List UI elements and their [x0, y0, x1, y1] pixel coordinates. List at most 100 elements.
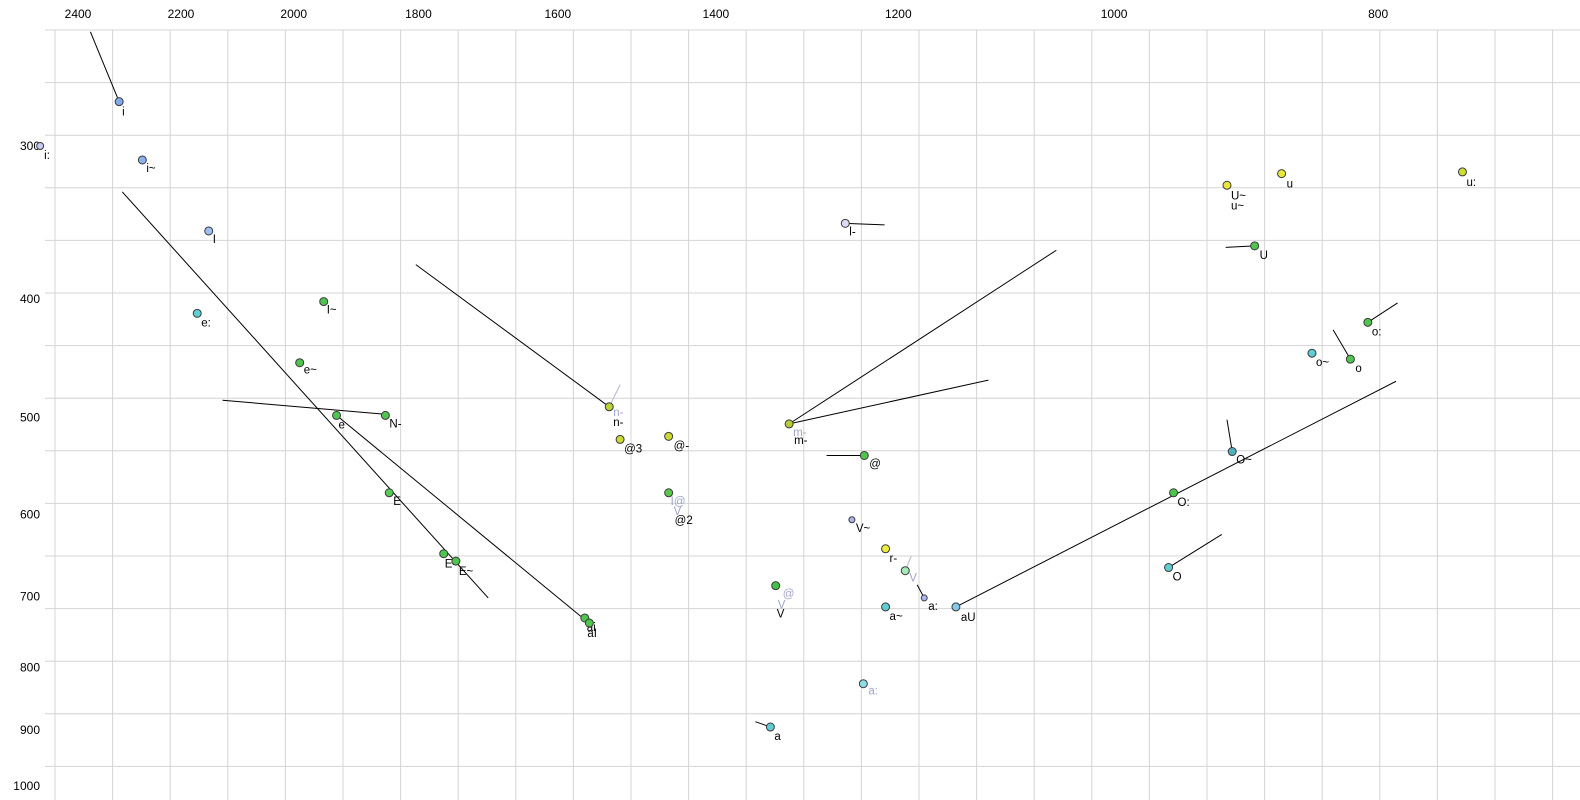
- y-axis-tick-label: 500: [20, 411, 40, 425]
- data-line: [121, 191, 489, 599]
- point-label-cap-e: E: [393, 496, 401, 508]
- x-axis-tick-label: 1600: [544, 7, 571, 21]
- point-label-i-schwa: I@: [671, 496, 686, 508]
- data-line: [1332, 329, 1351, 360]
- point-label-cap-u: U: [1260, 250, 1268, 262]
- data-point-e-nasal[interactable]: [295, 358, 305, 368]
- point-label-a-nasal: a~: [890, 611, 903, 623]
- point-label-a-cap-i: aI: [587, 628, 597, 640]
- data-point-a-cap-i[interactable]: [584, 618, 594, 628]
- data-point-u-long[interactable]: [1457, 167, 1467, 177]
- data-line: [336, 415, 587, 622]
- point-label-e-nasal: e~: [304, 365, 317, 377]
- point-label-v-gray: V: [909, 573, 917, 585]
- data-point-cap-u-nasal[interactable]: [1222, 180, 1232, 190]
- data-line: [845, 222, 885, 226]
- data-point-cap-u[interactable]: [1250, 241, 1260, 251]
- data-point-schwa-r[interactable]: [664, 431, 674, 441]
- point-label-schwa-r: @-: [674, 440, 690, 452]
- point-label-o-nasal: o~: [1316, 357, 1329, 369]
- point-label-au: aU: [961, 612, 976, 624]
- point-label-v: V: [777, 609, 785, 621]
- y-axis-tick-label: 400: [20, 292, 40, 306]
- data-point-i-long[interactable]: [36, 142, 45, 150]
- point-label-v-nasal: V~: [856, 523, 871, 535]
- data-point-m[interactable]: [784, 419, 794, 429]
- point-label-cap-o-nasal: O~: [1236, 455, 1252, 467]
- data-point-u[interactable]: [1277, 169, 1287, 179]
- data-line: [222, 399, 386, 415]
- point-label-a: a: [774, 731, 781, 743]
- data-point-n[interactable]: [604, 402, 614, 412]
- x-axis-tick-label: 2400: [65, 7, 92, 21]
- data-point-cap-e-r[interactable]: [439, 549, 449, 559]
- point-label-i: i: [122, 107, 125, 119]
- point-label-i-nasal: i~: [146, 163, 156, 175]
- point-label-n: n-: [613, 417, 623, 429]
- data-point-a-long[interactable]: [920, 594, 928, 602]
- data-line: [788, 379, 989, 425]
- data-line: [788, 249, 1057, 425]
- data-point-o-nasal[interactable]: [1307, 348, 1317, 358]
- data-line: [415, 264, 610, 408]
- data-point-r[interactable]: [881, 544, 891, 554]
- data-point-schwa[interactable]: [859, 450, 869, 460]
- point-label-m: m-: [794, 435, 808, 447]
- data-point-cap-e[interactable]: [384, 488, 394, 498]
- y-axis-tick-label: 900: [20, 723, 40, 737]
- data-point-schwa3[interactable]: [615, 434, 625, 444]
- data-point-cap-i-nasal[interactable]: [319, 297, 329, 307]
- data-point-a-nasal[interactable]: [881, 602, 891, 612]
- data-point-cap-o-nasal[interactable]: [1227, 447, 1237, 457]
- data-point-au[interactable]: [951, 602, 961, 612]
- point-label-cap-o: O: [1173, 572, 1182, 584]
- data-point-o[interactable]: [1345, 354, 1355, 364]
- y-axis-tick-label: 600: [20, 507, 40, 521]
- data-point-v-gray[interactable]: [900, 566, 910, 576]
- point-label-ai: ai: [587, 622, 596, 634]
- data-point-v[interactable]: [771, 581, 781, 591]
- data-point-cap-o[interactable]: [1164, 563, 1174, 573]
- data-point-e-long[interactable]: [192, 308, 202, 318]
- data-line: [89, 31, 120, 102]
- point-label-v: V: [778, 600, 786, 612]
- point-label-o-long: o:: [1372, 326, 1382, 338]
- data-point-cap-i[interactable]: [204, 226, 214, 236]
- point-label-r: r-: [890, 553, 898, 565]
- data-point-e[interactable]: [332, 410, 342, 420]
- point-label-v: @: [783, 589, 795, 601]
- data-line: [1367, 302, 1398, 323]
- data-point-cap-e-nasal[interactable]: [451, 556, 461, 566]
- point-label-cap-u-nasal: U~: [1231, 190, 1246, 202]
- data-line: [1226, 419, 1233, 452]
- x-axis-tick-label: 800: [1368, 7, 1388, 21]
- data-point-cap-o-long[interactable]: [1169, 488, 1179, 498]
- point-label-a-long-gray: a:: [868, 686, 878, 698]
- x-axis-tick-label: 1400: [703, 7, 730, 21]
- x-axis-tick-label: 2000: [280, 7, 307, 21]
- data-point-i-schwa[interactable]: [664, 488, 674, 498]
- data-line: [1168, 534, 1223, 568]
- x-axis-tick-label: 2200: [168, 7, 195, 21]
- data-point-l[interactable]: [840, 218, 850, 228]
- data-point-n-velar[interactable]: [380, 410, 390, 420]
- point-label-cap-i-nasal: I~: [327, 305, 337, 317]
- data-point-o-long[interactable]: [1363, 317, 1373, 327]
- data-point-a[interactable]: [765, 722, 775, 732]
- data-point-a-long-gray[interactable]: [858, 679, 868, 689]
- point-label-u-long: u:: [1466, 177, 1476, 189]
- point-label-i-schwa: V: [674, 506, 682, 518]
- x-axis-tick-label: 1800: [405, 7, 432, 21]
- data-line: [1225, 245, 1255, 248]
- point-label-schwa: @: [869, 458, 881, 470]
- y-axis-tick-label: 800: [20, 660, 40, 674]
- point-label-i-schwa: @2: [675, 515, 693, 527]
- point-label-e: e: [339, 419, 345, 431]
- point-label-schwa3: @3: [624, 443, 642, 455]
- point-label-cap-e-r: E-: [445, 559, 457, 571]
- data-point-v-nasal[interactable]: [848, 516, 856, 524]
- data-point-i[interactable]: [114, 97, 124, 107]
- data-point-i-nasal[interactable]: [137, 155, 147, 165]
